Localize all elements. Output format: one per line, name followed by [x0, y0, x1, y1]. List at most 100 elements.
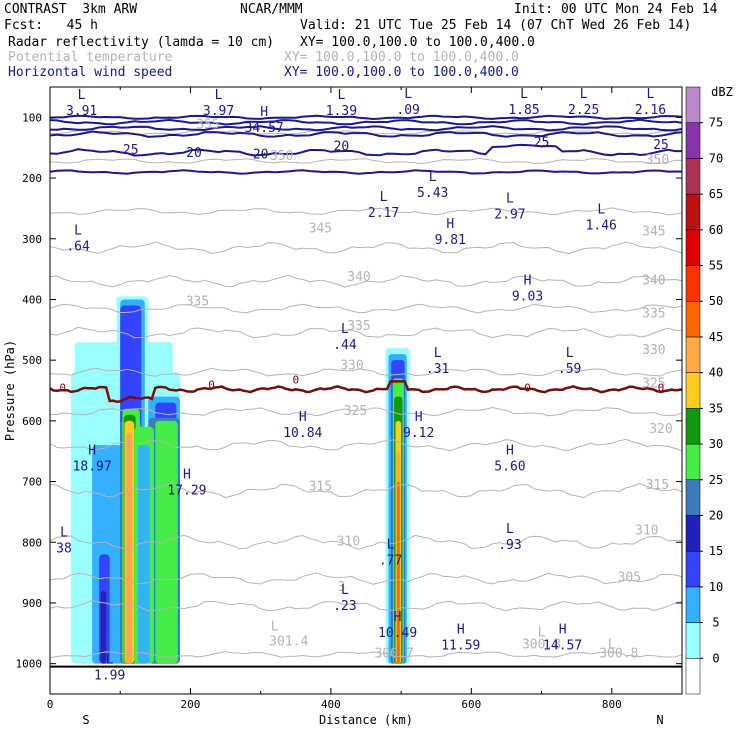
wind-label: 25 — [653, 138, 669, 153]
theta-contour — [50, 406, 682, 417]
extremum-low-mark: L — [106, 653, 114, 668]
org-label: NCAR/MMM — [240, 2, 303, 17]
theta-label: 335 — [186, 295, 209, 310]
colorbar-label: 25 — [709, 473, 723, 487]
extremum-high-mark: H — [183, 468, 191, 483]
extremum-value: 17.29 — [167, 484, 206, 499]
theta-label: 335 — [347, 319, 370, 334]
theta-contour — [50, 367, 682, 377]
freezing-level-label: 0 — [292, 374, 299, 387]
theta-label: 301.4 — [269, 634, 308, 649]
theta-label: 305 — [618, 571, 641, 586]
colorbar-label: 15 — [709, 544, 723, 558]
x-tick-label: 200 — [181, 698, 201, 711]
colorbar-swatch — [685, 515, 701, 552]
extremum-value: 5.60 — [494, 459, 525, 474]
theta-label: L — [271, 619, 279, 634]
extremum-value: 1.39 — [326, 104, 357, 119]
theta-label: 340 — [347, 270, 370, 285]
field-reflectivity: Radar reflectivity (lamda = 10 cm) — [8, 35, 275, 50]
wind-contour — [50, 143, 682, 157]
y-tick-label: 700 — [22, 476, 42, 489]
extremum-low-mark: L — [341, 322, 349, 337]
theta-label: L — [608, 637, 616, 652]
extremum-low-mark: L — [434, 346, 442, 361]
colorbar-swatch — [685, 443, 701, 481]
extremum-low-mark: L — [387, 537, 395, 552]
init-time: Init: 00 UTC Mon 24 Feb 14 — [514, 2, 718, 17]
extremum-low-mark: L — [74, 224, 82, 239]
field-wind-xy: XY= 100.0,100.0 to 100.0,400.0 — [284, 65, 519, 80]
theta-contour — [50, 534, 682, 550]
extremum-value: 1.99 — [94, 669, 125, 684]
theta-contour — [50, 274, 682, 288]
extremum-low-mark: L — [60, 525, 68, 540]
wind-contour — [50, 125, 682, 132]
theta-label: 325 — [642, 376, 665, 391]
colorbar-swatch — [685, 300, 701, 338]
extremum-high-mark: H — [260, 105, 268, 120]
theta-label: 350 — [646, 153, 669, 168]
valid-time: Valid: 21 UTC Tue 25 Feb 14 (07 ChT Wed … — [300, 18, 692, 33]
plot-frame — [49, 86, 683, 695]
colorbar-label: 65 — [709, 187, 723, 201]
colorbar-swatch — [685, 658, 701, 695]
theta-contour — [50, 438, 682, 452]
y-tick-label: 600 — [22, 415, 42, 428]
colorbar-label: 75 — [709, 116, 723, 130]
wind-contour — [50, 118, 682, 126]
extremum-value: 9.81 — [435, 233, 466, 248]
extremum-value: .64 — [66, 240, 90, 255]
extremum-low-mark: L — [506, 522, 514, 537]
theta-label: L — [538, 625, 546, 640]
x-tick-label: 400 — [321, 698, 341, 711]
extremum-value: 2.25 — [568, 103, 599, 118]
extremum-low-mark: L — [380, 190, 388, 205]
model-title: CONTRAST 3km ARW — [4, 2, 138, 17]
colorbar-swatch — [685, 479, 701, 516]
x-end-label-north: N — [656, 713, 663, 727]
colorbar-swatch — [685, 158, 701, 195]
theta-label: 315 — [309, 480, 332, 495]
colorbar-label: 40 — [709, 366, 723, 380]
y-tick-label: 300 — [22, 233, 42, 246]
extremum-value: 34.57 — [245, 121, 284, 136]
colorbar-swatch — [685, 622, 701, 659]
wind-label: 20 — [186, 146, 202, 161]
extremum-low-mark: L — [341, 583, 349, 598]
colorbar-swatch — [685, 336, 701, 373]
extremum-high-mark: H — [394, 610, 402, 625]
x-tick-label: 0 — [47, 698, 54, 711]
theta-label: 330 — [642, 343, 665, 358]
extremum-value: 3.97 — [203, 104, 234, 119]
colorbar-label: 45 — [709, 330, 723, 344]
colorbar-swatch — [685, 86, 701, 123]
reflectivity-cell-west — [100, 590, 107, 664]
theta-contour — [50, 157, 682, 165]
colorbar-swatch — [685, 122, 701, 159]
colorbar-unit: dBZ — [711, 85, 733, 99]
wind-label: 25 — [123, 143, 139, 158]
theta-contour — [50, 207, 682, 216]
wind-label: 25 — [534, 135, 550, 150]
theta-label: 300.7 — [375, 647, 414, 662]
theta-label: 320 — [649, 422, 672, 437]
reflectivity-cell-west — [155, 420, 178, 664]
extremum-low-mark: L — [580, 87, 588, 102]
extremum-low-mark: L — [404, 87, 412, 102]
extremum-low-mark: L — [506, 191, 514, 206]
theta-label: 340 — [642, 273, 665, 288]
colorbar-swatch — [685, 193, 701, 231]
colorbar-label: 5 — [712, 616, 719, 630]
extremum-value: .93 — [498, 538, 521, 553]
colorbar-label: 10 — [709, 580, 723, 594]
extremum-value: 3.91 — [66, 104, 97, 119]
wind-label: 20 — [334, 140, 350, 155]
extremum-value: 5.43 — [417, 186, 448, 201]
extremum-high-mark: H — [559, 622, 567, 637]
extremum-value: 10.84 — [283, 426, 322, 441]
field-theta: Potential temperature — [8, 50, 173, 65]
colorbar-swatch — [685, 265, 701, 302]
colorbar-label: 55 — [709, 259, 723, 273]
extremum-value: .44 — [333, 338, 357, 353]
